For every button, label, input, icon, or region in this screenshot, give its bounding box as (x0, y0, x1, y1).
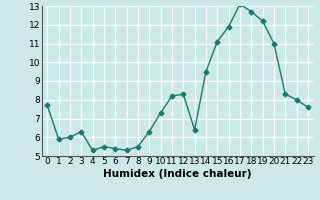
X-axis label: Humidex (Indice chaleur): Humidex (Indice chaleur) (103, 169, 252, 179)
